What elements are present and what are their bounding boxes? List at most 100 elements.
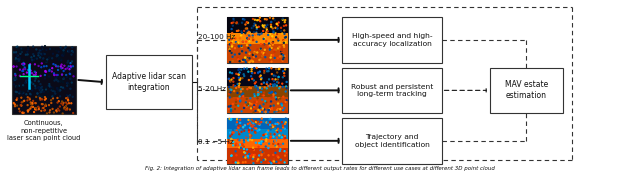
Point [266,105,276,108]
Point [227,31,237,34]
Point [259,69,269,72]
Point [224,86,234,89]
Point [10,52,20,55]
Point [28,103,38,106]
Point [9,102,19,105]
Point [262,83,272,85]
Point [65,50,76,53]
Point [273,24,283,27]
Point [25,69,35,72]
Point [24,79,34,82]
Point [253,25,264,28]
Point [225,135,236,138]
Point [261,138,271,141]
Point [38,57,49,60]
Point [228,24,238,27]
Point [237,21,247,24]
Point [253,97,263,100]
Point [25,63,35,66]
Point [67,60,77,63]
Point [280,150,290,153]
Point [228,161,238,164]
Point [33,86,43,89]
Point [226,118,236,121]
Point [243,155,253,158]
Point [264,92,275,95]
Point [18,58,28,61]
Point [53,80,63,83]
Point [17,70,28,73]
Point [257,98,268,101]
Point [228,80,239,83]
Point [260,24,270,27]
Point [65,50,75,53]
Point [37,98,47,101]
Point [10,103,20,106]
Point [249,93,259,96]
Point [261,31,271,34]
Point [235,118,245,121]
Point [248,148,258,151]
Point [234,76,244,79]
Point [267,90,277,93]
Point [42,65,52,68]
Point [276,143,286,146]
Point [25,98,35,101]
Point [26,101,36,104]
Point [233,126,243,129]
Point [246,123,257,126]
Point [234,133,244,136]
Point [241,105,252,108]
Point [49,79,60,82]
Point [280,127,290,130]
Point [48,52,58,55]
Point [243,104,253,107]
Point [31,71,41,74]
Point [256,142,266,145]
Point [40,77,50,80]
Point [279,24,289,27]
Point [272,130,282,133]
Point [236,30,246,33]
Point [269,80,279,83]
Point [42,112,52,115]
Point [34,95,44,98]
Point [14,107,24,110]
Point [271,22,282,25]
Point [273,102,283,105]
Point [43,95,53,98]
Point [279,101,289,104]
Point [25,87,35,90]
Point [279,74,289,77]
Point [246,87,256,90]
Point [281,159,291,162]
Point [280,161,290,164]
Point [47,95,58,98]
Point [234,127,244,130]
Point [245,138,255,141]
Point [52,87,62,90]
Point [247,139,257,142]
FancyBboxPatch shape [227,17,288,63]
Point [32,92,42,95]
Point [229,90,239,92]
Point [280,148,290,151]
Point [44,83,54,86]
Point [255,70,265,73]
Point [58,53,68,56]
Point [244,35,255,38]
Point [262,87,272,90]
Point [225,80,236,83]
Point [239,151,249,154]
Point [253,108,264,111]
Point [29,110,39,113]
Point [52,110,62,113]
Point [261,134,271,137]
Point [259,152,269,154]
Point [240,124,250,127]
Point [65,73,76,75]
FancyBboxPatch shape [227,17,288,33]
Point [273,27,283,30]
Point [281,24,291,27]
Point [225,117,235,120]
